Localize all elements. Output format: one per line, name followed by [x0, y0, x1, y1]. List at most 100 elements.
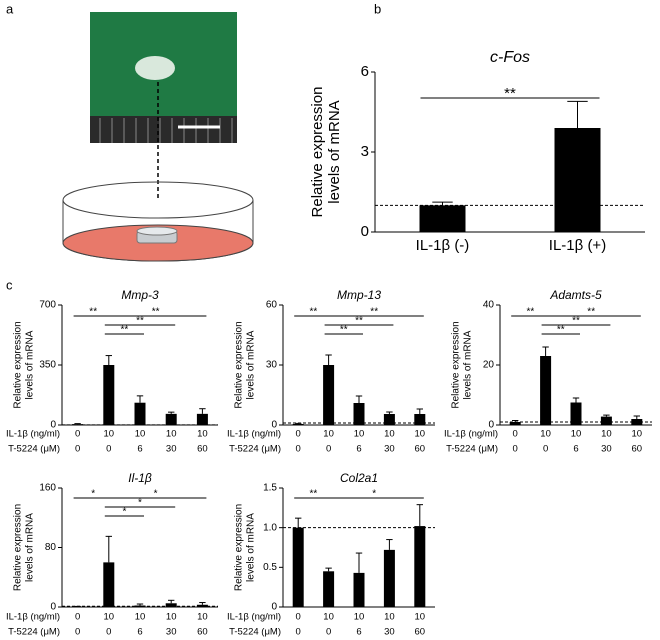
- significance-label: **: [340, 325, 348, 336]
- condition-label: IL-1β (ng/ml): [6, 612, 60, 623]
- y-axis-label: Relative expression: [234, 321, 245, 408]
- condition-value: 10: [197, 612, 208, 623]
- y-tick-label: 0: [361, 223, 369, 240]
- y-tick-label: 0: [50, 420, 56, 431]
- condition-label: IL-1β (ng/ml): [6, 429, 60, 440]
- significance-label: **: [310, 307, 318, 318]
- bar: [419, 205, 466, 232]
- dish: [62, 181, 254, 262]
- y-axis-label: levels of mRNA: [246, 513, 257, 582]
- condition-value: 0: [296, 429, 301, 440]
- bar: [134, 402, 146, 425]
- x-tick-label: IL-1β (+): [549, 237, 606, 254]
- y-tick-label: 30: [266, 360, 278, 371]
- y-axis-label: levels of mRNA: [463, 330, 474, 399]
- condition-value: 0: [75, 444, 80, 455]
- y-tick-label: 80: [45, 542, 57, 553]
- condition-value: 6: [573, 444, 578, 455]
- significance-label: **: [370, 307, 378, 318]
- condition-value: 0: [513, 429, 518, 440]
- bar: [103, 562, 115, 607]
- bar: [353, 572, 365, 607]
- chart-title: Adamts-5: [549, 288, 602, 302]
- significance-label: **: [89, 307, 97, 318]
- y-axis-label: Relative expression: [309, 87, 326, 218]
- condition-label: IL-1β (ng/ml): [444, 429, 498, 440]
- y-tick-label: 350: [39, 360, 56, 371]
- condition-value: 10: [632, 429, 643, 440]
- condition-value: 30: [601, 444, 612, 455]
- condition-value: 0: [106, 444, 111, 455]
- condition-value: 60: [415, 444, 426, 455]
- condition-value: 60: [415, 627, 426, 638]
- y-axis-label: Relative expression: [451, 321, 462, 408]
- condition-label: T-5224 (μM): [229, 627, 281, 638]
- significance-label: *: [122, 507, 126, 518]
- significance-label: **: [557, 325, 565, 336]
- significance-label: *: [154, 489, 158, 500]
- condition-value: 6: [356, 627, 361, 638]
- condition-label: T-5224 (μM): [229, 444, 281, 455]
- condition-value: 10: [354, 429, 365, 440]
- y-tick-label: 20: [483, 360, 495, 371]
- condition-value: 10: [415, 429, 426, 440]
- chart-title: Il-1β: [128, 471, 152, 485]
- condition-value: 0: [106, 627, 111, 638]
- y-tick-label: 60: [266, 300, 278, 311]
- condition-value: 30: [166, 627, 177, 638]
- photo: [90, 12, 237, 143]
- significance-label: **: [152, 307, 160, 318]
- y-tick-label: 0: [488, 420, 494, 431]
- condition-label: T-5224 (μM): [8, 627, 60, 638]
- panel-label: a: [6, 1, 14, 16]
- condition-value: 10: [197, 429, 208, 440]
- condition-value: 10: [540, 429, 551, 440]
- condition-value: 30: [384, 627, 395, 638]
- condition-value: 0: [296, 627, 301, 638]
- condition-value: 0: [75, 612, 80, 623]
- condition-value: 10: [415, 612, 426, 623]
- bar: [103, 365, 115, 425]
- bar: [292, 527, 304, 607]
- bar: [292, 424, 304, 425]
- condition-value: 0: [543, 444, 548, 455]
- bar: [414, 526, 426, 607]
- y-tick-label: 6: [361, 63, 369, 80]
- significance-label: **: [587, 307, 595, 318]
- y-axis-label: Relative expression: [234, 504, 245, 591]
- condition-value: 60: [197, 444, 208, 455]
- bar: [509, 422, 521, 425]
- significance-label: **: [310, 489, 318, 500]
- condition-value: 10: [323, 429, 334, 440]
- chart-title: Mmp-13: [337, 288, 381, 302]
- y-axis-label: levels of mRNA: [25, 330, 36, 399]
- panel-label: b: [374, 1, 381, 16]
- condition-value: 0: [75, 429, 80, 440]
- condition-value: 10: [571, 429, 582, 440]
- significance-label: *: [372, 489, 376, 500]
- bar: [323, 365, 335, 425]
- bar: [165, 603, 177, 607]
- condition-value: 0: [326, 444, 331, 455]
- bar: [600, 416, 612, 425]
- bar: [540, 356, 552, 425]
- condition-value: 10: [135, 612, 146, 623]
- bar: [196, 413, 208, 425]
- condition-value: 0: [296, 444, 301, 455]
- significance-label: *: [91, 489, 95, 500]
- significance-label: **: [136, 316, 144, 327]
- condition-value: 0: [326, 627, 331, 638]
- condition-value: 10: [384, 429, 395, 440]
- condition-label: T-5224 (μM): [446, 444, 498, 455]
- condition-value: 30: [384, 444, 395, 455]
- condition-value: 10: [323, 612, 334, 623]
- condition-value: 60: [632, 444, 643, 455]
- condition-value: 0: [513, 444, 518, 455]
- bar: [383, 414, 395, 425]
- condition-value: 30: [166, 444, 177, 455]
- condition-label: IL-1β (ng/ml): [227, 612, 281, 623]
- y-axis-label: levels of mRNA: [326, 100, 343, 203]
- significance-label: **: [572, 316, 580, 327]
- chart-title: Mmp-3: [121, 288, 159, 302]
